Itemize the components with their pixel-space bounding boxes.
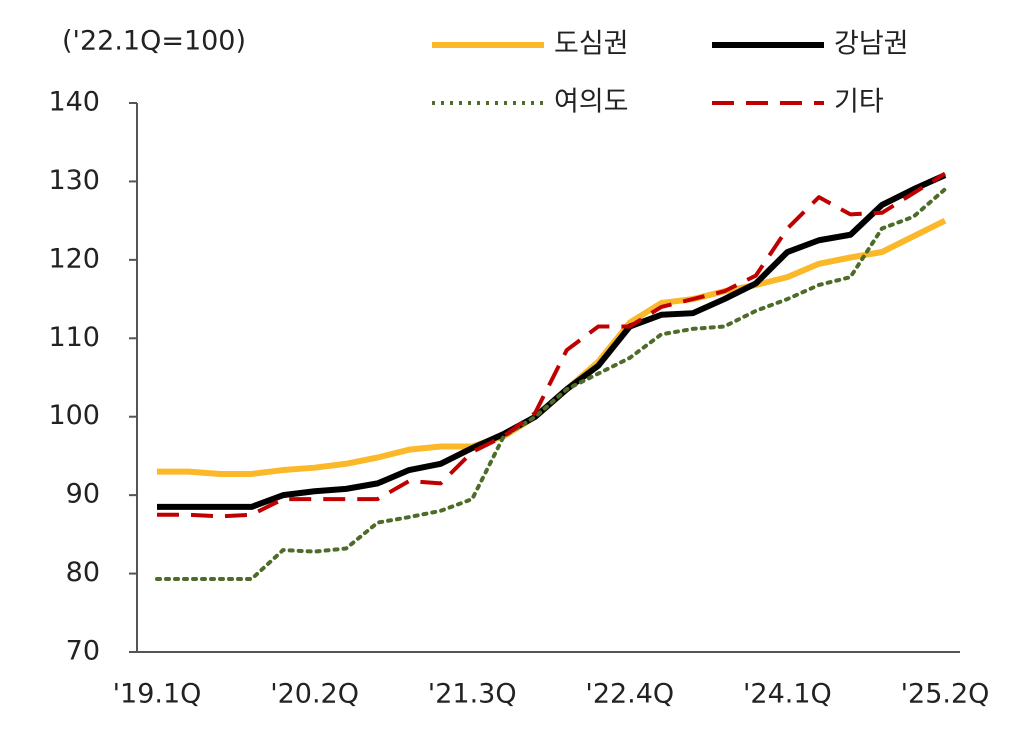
x-tick-label: '20.2Q <box>270 679 359 710</box>
series-line <box>157 217 947 477</box>
series-line <box>157 172 947 510</box>
legend-label: 강남권 <box>834 29 909 60</box>
y-tick-label: 80 <box>66 557 100 588</box>
legend-label: 여의도 <box>554 87 629 118</box>
y-tick-label: 140 <box>48 87 100 118</box>
x-tick-label: '24.1Q <box>743 679 832 710</box>
series-line <box>157 171 947 519</box>
x-tick-label: '25.2Q <box>901 679 990 710</box>
unit-label: ('22.1Q=100) <box>62 26 246 57</box>
y-tick-label: 120 <box>48 243 100 274</box>
x-tick-label: '19.1Q <box>113 679 202 710</box>
x-tick-label: '21.3Q <box>428 679 517 710</box>
x-tick-label: '22.4Q <box>585 679 674 710</box>
y-tick-label: 130 <box>48 165 100 196</box>
y-tick-label: 70 <box>66 636 100 667</box>
legend-label: 도심권 <box>554 29 629 60</box>
series-line <box>155 187 947 582</box>
legend-label: 기타 <box>834 87 884 118</box>
y-tick-label: 110 <box>48 322 100 353</box>
y-tick-label: 100 <box>48 400 100 431</box>
y-tick-label: 90 <box>66 479 100 510</box>
